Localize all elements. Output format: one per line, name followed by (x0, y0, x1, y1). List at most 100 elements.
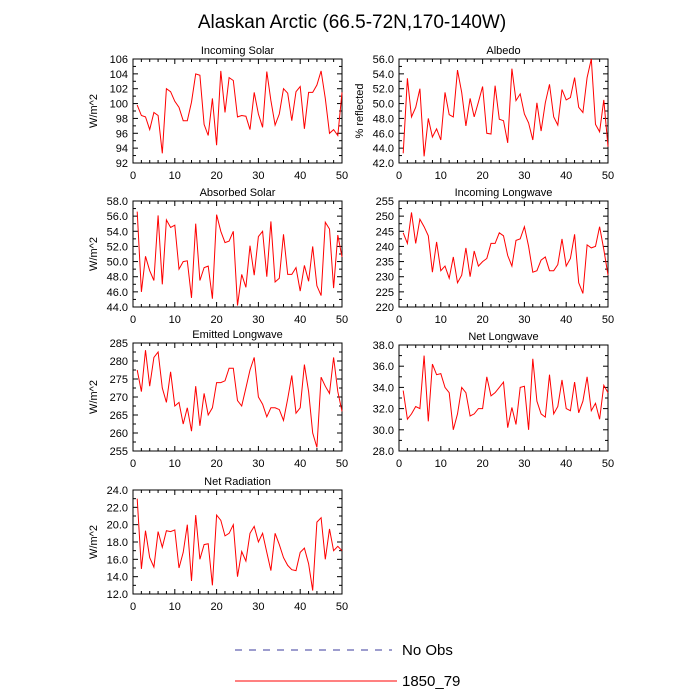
legend-label-no-obs: No Obs (402, 642, 453, 659)
x-tick-label: 30 (252, 170, 264, 182)
y-tick-label: 56.0 (373, 54, 394, 66)
y-tick-label: 38.0 (373, 340, 394, 352)
x-tick-label: 50 (602, 170, 614, 182)
y-tick-label: 230 (376, 272, 394, 284)
y-tick-label: 255 (110, 446, 128, 458)
plot-frame (132, 58, 343, 164)
panel-title: Incoming Longwave (455, 187, 553, 199)
y-tick-label: 92 (116, 158, 128, 170)
y-tick-label: 235 (376, 257, 394, 269)
x-tick-label: 0 (130, 458, 136, 470)
y-tick-label: 50.0 (107, 257, 128, 269)
y-tick-label: 94 (116, 143, 128, 155)
y-tick-label: 240 (376, 241, 394, 253)
x-tick-label: 30 (518, 170, 530, 182)
x-tick-label: 10 (169, 601, 181, 613)
chart-panel: Emitted Longwave W/m^2 0 10 20 30 40 50 255 260 26… (88, 329, 348, 470)
y-tick-label: 30.0 (373, 425, 394, 437)
x-tick-label: 10 (169, 314, 181, 326)
panel-title: Incoming Solar (201, 45, 275, 57)
legend: No Obs 1850_79 (235, 642, 460, 690)
x-tick-label: 10 (435, 314, 447, 326)
x-tick-label: 10 (435, 170, 447, 182)
y-axis-label: % reflected (354, 83, 366, 138)
y-tick-label: 48.0 (373, 113, 394, 125)
y-tick-label: 12.0 (107, 589, 128, 601)
figure-title: Alaskan Arctic (66.5-72N,170-140W) (198, 12, 506, 33)
chart-panel: Incoming Longwave 0 10 20 30 40 50 220 225 230 235… (376, 187, 614, 326)
panel-title: Emitted Longwave (192, 329, 283, 341)
x-tick-label: 50 (602, 458, 614, 470)
y-tick-label: 275 (110, 374, 128, 386)
x-tick-label: 50 (336, 170, 348, 182)
series-line (136, 350, 343, 448)
x-tick-label: 40 (560, 458, 572, 470)
y-tick-label: 265 (110, 410, 128, 422)
x-tick-label: 30 (252, 601, 264, 613)
chart-panel: Albedo % reflected 0 10 20 30 40 50 42.0 44.0 46.0… (354, 45, 614, 182)
x-tick-label: 50 (336, 458, 348, 470)
y-tick-label: 100 (110, 99, 128, 111)
x-tick-label: 10 (169, 170, 181, 182)
x-tick-label: 0 (396, 170, 402, 182)
y-tick-label: 270 (110, 392, 128, 404)
x-tick-label: 20 (210, 314, 222, 326)
y-tick-label: 28.0 (373, 446, 394, 458)
chart-panel: Net Longwave 0 10 20 30 40 50 28.0 30.0 32.0 34.0 3… (373, 331, 615, 470)
y-tick-label: 225 (376, 287, 394, 299)
y-tick-label: 54.0 (107, 226, 128, 238)
x-tick-label: 10 (435, 458, 447, 470)
y-tick-label: 22.0 (107, 502, 128, 514)
x-tick-label: 40 (294, 601, 306, 613)
y-tick-label: 98 (116, 113, 128, 125)
x-tick-label: 20 (210, 601, 222, 613)
y-tick-label: 46.0 (373, 128, 394, 140)
x-tick-label: 0 (130, 601, 136, 613)
x-tick-label: 50 (336, 314, 348, 326)
x-tick-label: 20 (476, 170, 488, 182)
x-tick-label: 0 (396, 458, 402, 470)
x-tick-label: 0 (130, 170, 136, 182)
x-tick-label: 20 (210, 170, 222, 182)
y-tick-label: 16.0 (107, 554, 128, 566)
y-tick-label: 36.0 (373, 361, 394, 373)
y-tick-label: 42.0 (373, 158, 394, 170)
chart-panel: Incoming Solar W/m^2 0 10 20 30 40 50 92 94 96 98 10… (88, 45, 348, 182)
x-tick-label: 0 (396, 314, 402, 326)
y-tick-label: 52.0 (107, 241, 128, 253)
y-tick-label: 50.0 (373, 99, 394, 111)
y-tick-label: 104 (110, 69, 128, 81)
x-tick-label: 20 (476, 458, 488, 470)
x-tick-label: 50 (336, 601, 348, 613)
y-tick-label: 34.0 (373, 382, 394, 394)
panel-title: Net Radiation (204, 476, 271, 488)
y-tick-label: 20.0 (107, 520, 128, 532)
chart-panel: Absorbed Solar W/m^2 0 10 20 30 40 50 44.0 46.0 48… (88, 187, 348, 326)
y-tick-label: 96 (116, 128, 128, 140)
y-tick-label: 54.0 (373, 69, 394, 81)
series-line (402, 355, 609, 430)
y-tick-label: 280 (110, 356, 128, 368)
x-tick-label: 30 (252, 458, 264, 470)
series-line (136, 211, 343, 306)
y-tick-label: 52.0 (373, 84, 394, 96)
x-tick-label: 40 (560, 314, 572, 326)
x-tick-label: 40 (294, 458, 306, 470)
x-tick-label: 40 (294, 314, 306, 326)
series-line (136, 70, 343, 154)
chart-panels: Incoming Solar W/m^2 0 10 20 30 40 50 92 94 96 98 10… (88, 45, 614, 613)
y-tick-label: 44.0 (373, 143, 394, 155)
x-tick-label: 30 (518, 458, 530, 470)
legend-label-1850-79: 1850_79 (402, 673, 460, 690)
x-tick-label: 30 (518, 314, 530, 326)
panel-title: Albedo (486, 45, 520, 57)
series-line (402, 212, 609, 294)
x-tick-label: 10 (169, 458, 181, 470)
y-axis-label: W/m^2 (88, 380, 100, 414)
y-tick-label: 250 (376, 211, 394, 223)
y-axis-label: W/m^2 (88, 237, 100, 271)
y-tick-label: 24.0 (107, 485, 128, 497)
x-tick-label: 40 (560, 170, 572, 182)
y-tick-label: 32.0 (373, 404, 394, 416)
